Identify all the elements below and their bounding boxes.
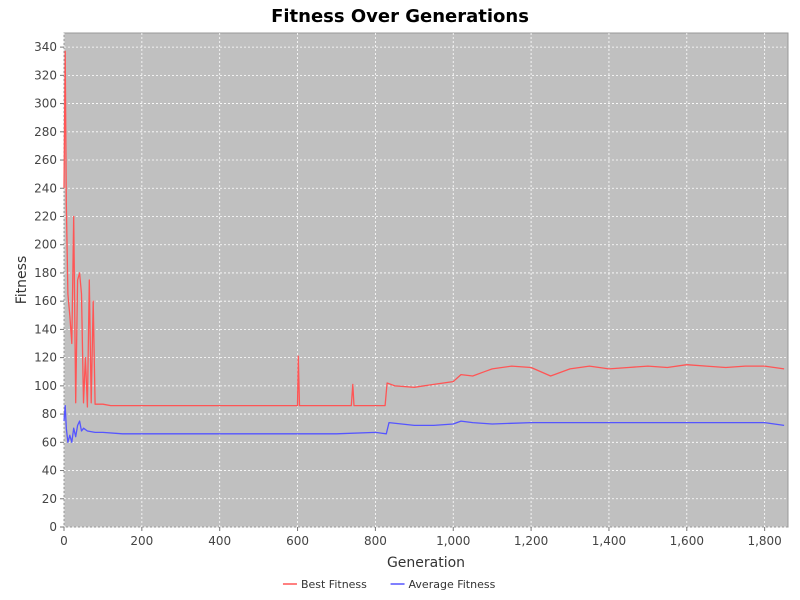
x-tick-label: 0 <box>60 534 68 548</box>
y-tick-label: 0 <box>49 520 57 534</box>
y-tick-label: 220 <box>34 209 57 223</box>
y-tick-label: 280 <box>34 125 57 139</box>
y-tick-label: 320 <box>34 68 57 82</box>
chart-title: Fitness Over Generations <box>271 6 529 27</box>
y-tick-label: 200 <box>34 238 57 252</box>
legend-label-average-fitness: Average Fitness <box>409 578 496 591</box>
x-tick-label: 1,800 <box>747 534 781 548</box>
y-tick-label: 260 <box>34 153 57 167</box>
x-tick-label: 600 <box>286 534 309 548</box>
axes <box>60 46 766 531</box>
y-tick-label: 340 <box>34 40 57 54</box>
y-tick-label: 80 <box>42 407 57 421</box>
plot-area <box>63 32 789 528</box>
x-tick-label: 1,600 <box>670 534 704 548</box>
x-tick-label: 1,400 <box>592 534 626 548</box>
x-tick-label: 1,000 <box>436 534 470 548</box>
series-line-average-fitness <box>63 404 785 443</box>
grid-lines <box>63 33 788 528</box>
y-tick-label: 180 <box>34 266 57 280</box>
y-tick-label: 140 <box>34 322 57 336</box>
y-tick-label: 160 <box>34 294 57 308</box>
y-tick-label: 300 <box>34 97 57 111</box>
legend: Best Fitness Average Fitness <box>282 578 496 591</box>
x-tick-label: 1,200 <box>514 534 548 548</box>
legend-label-best-fitness: Best Fitness <box>301 578 367 591</box>
y-tick-label: 20 <box>42 492 57 506</box>
x-axis-label: Generation <box>387 555 465 571</box>
tick-labels: 0 20 40 60 80 100 120 140 160 180 200 220 240 260 280 3… <box>34 40 782 548</box>
y-tick-label: 40 <box>42 464 57 478</box>
y-axis-label: Fitness <box>14 256 30 305</box>
y-tick-label: 100 <box>34 379 57 393</box>
x-tick-label: 200 <box>130 534 153 548</box>
series-line-best-fitness <box>63 50 785 408</box>
y-tick-label: 60 <box>42 435 57 449</box>
x-tick-label: 800 <box>364 534 387 548</box>
y-tick-label: 120 <box>34 351 57 365</box>
y-tick-label: 240 <box>34 181 57 195</box>
series-lines <box>63 50 785 443</box>
x-tick-label: 400 <box>208 534 231 548</box>
